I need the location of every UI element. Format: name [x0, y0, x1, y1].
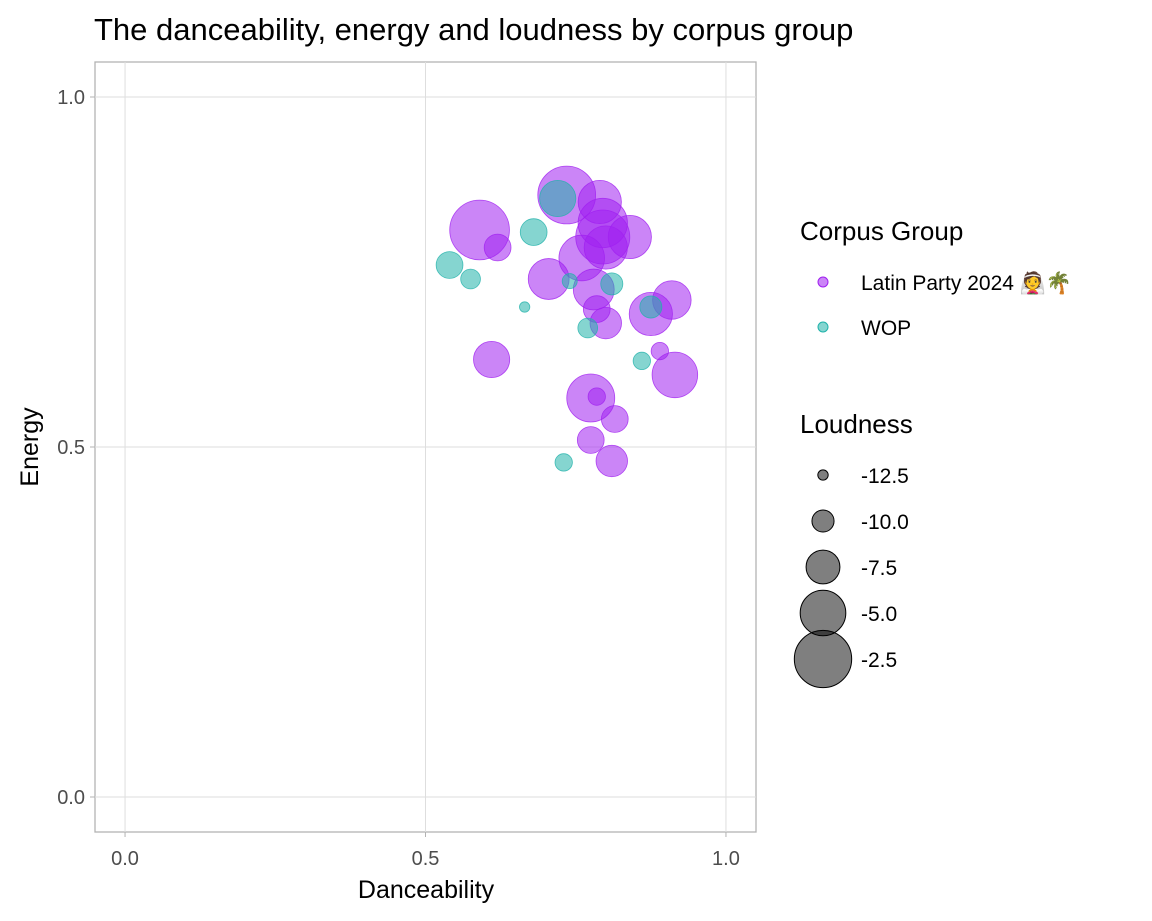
- x-tick-label: 0.0: [111, 848, 139, 870]
- point-wop: [539, 179, 577, 217]
- color-legend: Corpus Group Latin Party 2024 👰🌴 WOP: [800, 216, 1072, 340]
- point-wop: [561, 273, 578, 290]
- chart-title: The danceability, energy and loudness by…: [94, 12, 853, 47]
- point-latin-party: [577, 179, 622, 225]
- y-tick-label: 0.0: [57, 787, 85, 809]
- point-latin-party: [651, 351, 699, 399]
- size-legend-key: [799, 589, 847, 637]
- point-latin-party: [600, 405, 629, 433]
- point-wop: [577, 317, 599, 339]
- legend-key-wop: [817, 321, 829, 333]
- grid-lines: [95, 62, 756, 832]
- x-axis-title: Danceability: [358, 876, 495, 904]
- size-legend-label: -12.5: [861, 465, 909, 488]
- size-legend-key: [811, 509, 835, 533]
- point-wop: [639, 295, 663, 319]
- point-wop: [435, 251, 464, 279]
- y-axis-title: Energy: [16, 407, 44, 487]
- size-legend-label: -2.5: [861, 649, 897, 672]
- legend-label-wop: WOP: [861, 317, 911, 340]
- legend-key-latin-party: [817, 276, 829, 288]
- x-tick-label: 0.5: [412, 848, 440, 870]
- plot-panel: [94, 61, 757, 833]
- size-legend-title: Loudness: [800, 409, 913, 439]
- data-points: [435, 165, 699, 478]
- point-latin-party: [473, 340, 511, 378]
- point-latin-party: [582, 295, 611, 323]
- point-wop: [600, 272, 624, 296]
- size-legend-key: [793, 629, 853, 689]
- size-legend-label: -10.0: [861, 511, 909, 534]
- legend-label-latin-party: Latin Party 2024 👰🌴: [861, 270, 1072, 295]
- point-latin-party: [576, 426, 605, 454]
- point-latin-party: [607, 214, 652, 260]
- x-axis-ticks: 0.0 0.5 1.0: [111, 832, 740, 870]
- point-latin-party: [587, 387, 606, 406]
- point-wop: [632, 351, 651, 370]
- size-legend-label: -5.0: [861, 603, 897, 626]
- point-latin-party: [483, 233, 512, 262]
- y-tick-label: 1.0: [57, 87, 85, 109]
- point-wop: [519, 301, 531, 313]
- x-tick-label: 1.0: [712, 848, 740, 870]
- point-latin-party: [650, 341, 669, 361]
- point-wop: [554, 453, 573, 472]
- size-legend-key: [805, 549, 841, 585]
- size-legend: Loudness -12.5 -10.0 -7.5 -5.0 -2.5: [793, 409, 913, 689]
- size-legend-label: -7.5: [861, 557, 897, 580]
- point-wop: [460, 268, 481, 290]
- size-legend-key: [817, 469, 829, 481]
- y-axis-ticks: 0.0 0.5 1.0: [57, 87, 95, 809]
- point-latin-party: [595, 444, 628, 478]
- y-tick-label: 0.5: [57, 437, 85, 459]
- color-legend-title: Corpus Group: [800, 216, 963, 246]
- point-wop: [519, 218, 548, 246]
